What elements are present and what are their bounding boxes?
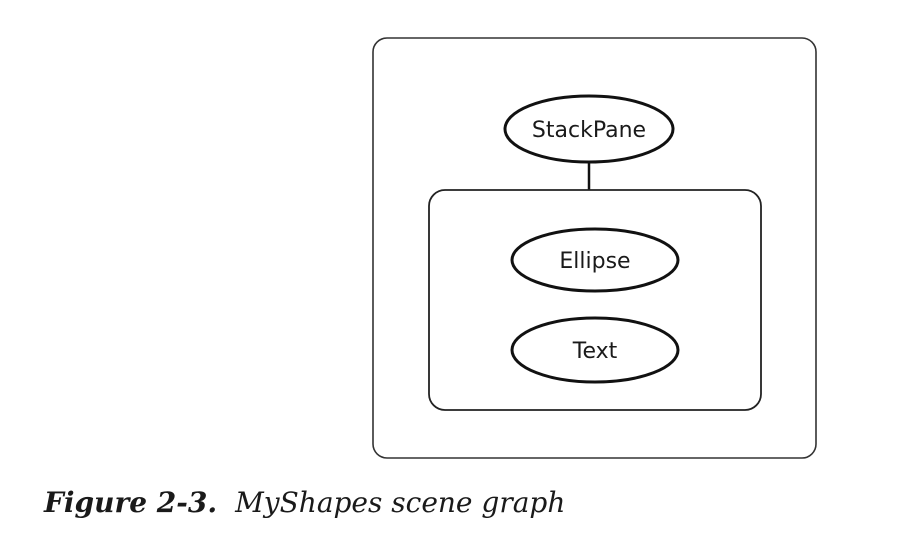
node-text: Text	[510, 316, 680, 384]
figure-caption: Figure 2-3. MyShapes scene graph	[44, 486, 565, 519]
outer-frame	[372, 37, 817, 459]
node-ellipse-label: Ellipse	[559, 249, 630, 274]
children-container	[428, 189, 762, 411]
node-text-shape	[510, 316, 680, 384]
node-stackpane-label: StackPane	[532, 118, 646, 143]
node-text-label: Text	[572, 339, 618, 364]
figure-title: MyShapes scene graph	[235, 486, 566, 519]
node-stackpane: StackPane	[503, 94, 675, 164]
node-ellipse-shape	[510, 227, 680, 293]
node-ellipse: Ellipse	[510, 227, 680, 293]
scene-graph-diagram: StackPane Ellipse Text	[372, 37, 817, 459]
figure-number: Figure 2-3.	[44, 486, 218, 519]
